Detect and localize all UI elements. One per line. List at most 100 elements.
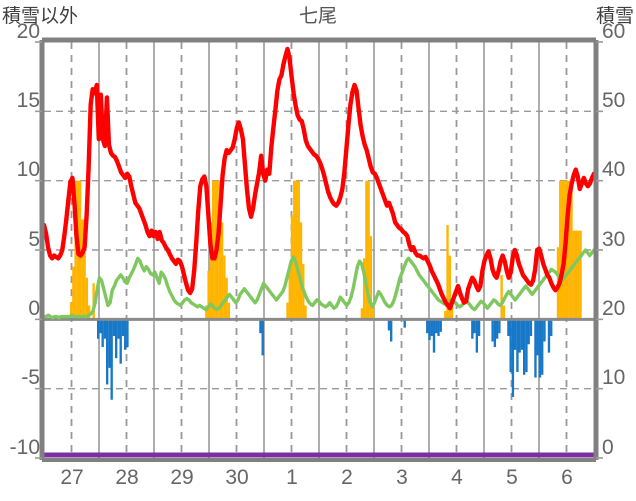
x-tick-5: 2 [341, 466, 353, 489]
bar-blue [439, 319, 442, 332]
bar-orange [577, 230, 580, 320]
bar-blue [509, 319, 512, 373]
bar-blue [513, 319, 517, 350]
y-tick-left-3: 5 [28, 228, 40, 251]
bar-orange [220, 222, 224, 320]
bar-orange [209, 222, 213, 320]
bar-orange [205, 305, 208, 320]
y-tick-right-2: 40 [602, 158, 626, 181]
bar-blue [543, 319, 546, 342]
bar-orange [69, 302, 73, 320]
bar-orange [85, 277, 89, 320]
bar-orange [297, 180, 300, 320]
bar-blue [437, 319, 440, 336]
y-tick-right-1: 50 [602, 89, 626, 112]
bar-orange [500, 274, 503, 320]
bar-blue [529, 319, 533, 336]
bar-orange [360, 308, 364, 320]
bar-blue [121, 319, 125, 336]
bar-orange [290, 215, 294, 320]
y-tick-right-0: 60 [602, 20, 626, 43]
bar-orange [218, 180, 222, 320]
bar-blue [99, 319, 102, 334]
x-tick-4: 1 [286, 466, 298, 489]
y-tick-left-2: 10 [16, 158, 40, 181]
bar-blue [124, 319, 127, 350]
bar-blue [105, 319, 109, 385]
bar-orange [286, 302, 289, 320]
x-tick-1: 28 [115, 466, 139, 489]
bar-blue [430, 319, 433, 336]
page-title: 七尾 [298, 6, 337, 27]
bar-blue [541, 319, 544, 375]
bar-blue [520, 319, 524, 350]
bar-blue [110, 319, 113, 400]
bar-blue [101, 319, 104, 348]
bar-blue [491, 319, 494, 342]
bar-orange [448, 255, 451, 320]
bar-blue [477, 319, 481, 336]
x-tick-6: 3 [396, 466, 408, 489]
bar-orange [288, 263, 291, 320]
bar-blue [387, 319, 391, 331]
series-line-green [42, 248, 596, 320]
bar-blue [390, 319, 393, 342]
bar-orange [570, 180, 573, 320]
y-tick-left-6: -10 [9, 436, 40, 459]
bar-blue [527, 319, 530, 345]
bar-blue [473, 319, 476, 334]
bar-orange [559, 180, 562, 320]
y-tick-right-5: 10 [602, 366, 626, 389]
bar-blue [471, 319, 474, 339]
y-tick-right-6: 0 [602, 436, 614, 459]
bar-blue [536, 319, 539, 356]
bar-orange [207, 270, 210, 320]
bar-orange [227, 302, 231, 320]
bar-blue [495, 319, 499, 339]
left-axis-title: 積雪以外 [2, 6, 79, 27]
bar-orange [74, 180, 77, 320]
bar-blue [525, 319, 528, 373]
bar-blue [493, 319, 497, 348]
bar-blue [498, 319, 501, 334]
bar-orange [367, 180, 370, 320]
bar-blue [516, 319, 519, 373]
bar-blue [475, 319, 479, 353]
bar-blue [523, 319, 526, 375]
bar-orange [568, 180, 571, 320]
bar-blue [518, 319, 521, 353]
bar-blue [103, 319, 107, 339]
bar-orange [444, 311, 447, 320]
bar-orange [371, 305, 375, 320]
bar-blue [108, 319, 111, 368]
y-tick-left-1: 15 [16, 89, 40, 112]
bar-orange [572, 230, 575, 320]
bar-orange [304, 305, 307, 320]
x-tick-9: 6 [561, 466, 573, 489]
bar-blue [117, 319, 120, 339]
bar-orange [561, 180, 564, 320]
bar-blue [119, 319, 122, 364]
x-tick-2: 29 [170, 466, 194, 489]
y-tick-right-4: 20 [602, 297, 626, 320]
bar-blue [96, 319, 100, 339]
bar-blue [403, 319, 406, 328]
bar-blue [261, 319, 264, 356]
bar-blue [432, 319, 436, 353]
bar-blue [126, 319, 129, 348]
bar-orange [223, 255, 226, 320]
y-tick-right-3: 30 [602, 228, 626, 251]
bar-blue [259, 319, 262, 334]
bar-orange [81, 219, 84, 320]
bar-blue [507, 319, 510, 336]
bar-blue [428, 319, 431, 341]
bar-blue [511, 319, 515, 397]
y-tick-left-0: 20 [16, 20, 40, 43]
bar-blue [426, 319, 429, 334]
bar-blue [534, 319, 537, 378]
bar-orange [87, 305, 91, 320]
bar-orange [365, 180, 368, 320]
bar-blue [115, 319, 118, 359]
x-tick-3: 30 [225, 466, 249, 489]
